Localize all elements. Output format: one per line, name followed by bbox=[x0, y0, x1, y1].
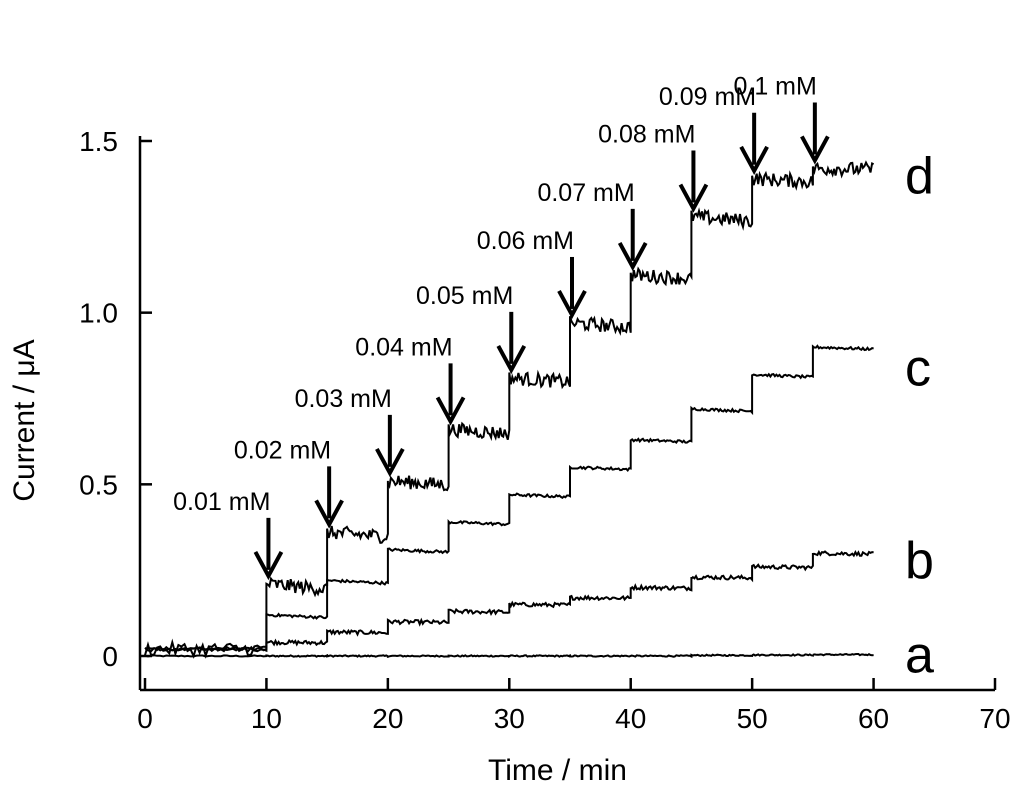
annotation-label: 0.03 mM bbox=[295, 385, 392, 413]
annotation-label: 0.07 mM bbox=[537, 179, 634, 207]
series-label-d: d bbox=[905, 147, 934, 205]
y-axis-title: Current / μA bbox=[8, 339, 41, 501]
series-label-c: c bbox=[905, 340, 931, 398]
annotation-arrow-head bbox=[678, 183, 709, 213]
y-tick-label: 1.5 bbox=[79, 126, 118, 157]
series-label-a: a bbox=[905, 626, 934, 684]
annotation-label: 0.02 mM bbox=[234, 436, 331, 464]
y-tick-label: 0 bbox=[102, 641, 118, 672]
annotation-arrow-head bbox=[435, 396, 466, 426]
annotation-label: 0.05 mM bbox=[416, 282, 513, 310]
annotation-arrow-head bbox=[375, 447, 405, 478]
x-tick-label: 60 bbox=[858, 703, 889, 734]
annotation-arrow-head bbox=[617, 241, 648, 272]
x-axis-title: Time / min bbox=[488, 754, 627, 787]
annotation-arrow-head bbox=[739, 145, 769, 175]
annotation-6: 0.06 mM bbox=[477, 227, 587, 320]
x-tick-label: 10 bbox=[251, 703, 282, 734]
x-tick-label: 50 bbox=[737, 703, 768, 734]
annotation-arrow-head bbox=[314, 499, 344, 529]
annotation-8: 0.08 mM bbox=[598, 121, 709, 213]
annotation-label: 0.06 mM bbox=[477, 227, 574, 255]
annotation-7: 0.07 mM bbox=[537, 179, 648, 272]
x-tick-label: 70 bbox=[979, 703, 1010, 734]
annotation-arrow-head bbox=[496, 344, 527, 375]
annotation-5: 0.05 mM bbox=[416, 282, 527, 375]
annotation-label: 0.04 mM bbox=[355, 333, 452, 361]
series-line-d bbox=[144, 160, 875, 659]
annotation-3: 0.03 mM bbox=[295, 385, 405, 478]
series-layer bbox=[144, 160, 875, 659]
y-tick-label: 1.0 bbox=[79, 298, 118, 329]
annotation-label: 0.1 mM bbox=[733, 72, 816, 100]
series-label-b: b bbox=[905, 532, 934, 590]
annotation-2: 0.02 mM bbox=[234, 436, 344, 529]
annotation-arrow-head bbox=[800, 135, 830, 165]
x-tick-label: 20 bbox=[372, 703, 403, 734]
annotation-arrow-head bbox=[557, 290, 587, 320]
label-layer: ab c d bbox=[905, 147, 934, 684]
annotation-layer: 0.01 mM 0.02 mM 0.03 mM 0.04 mM 0.05 mM 0.06 … bbox=[173, 72, 830, 581]
x-tick-label: 40 bbox=[615, 703, 646, 734]
series-line-a bbox=[144, 652, 874, 659]
annotation-4: 0.04 mM bbox=[355, 333, 466, 426]
annotation-10: 0.1 mM bbox=[733, 72, 830, 165]
annotation-9: 0.09 mM bbox=[659, 83, 769, 175]
annotation-label: 0.08 mM bbox=[598, 121, 695, 149]
series-line-b bbox=[144, 549, 874, 653]
annotation-label: 0.09 mM bbox=[659, 83, 756, 111]
x-tick-label: 30 bbox=[494, 703, 525, 734]
annotation-label: 0.01 mM bbox=[173, 488, 270, 516]
annotation-arrow-head bbox=[253, 550, 284, 581]
series-line-c bbox=[144, 344, 874, 652]
y-tick-label: 0.5 bbox=[79, 469, 118, 500]
annotation-1: 0.01 mM bbox=[173, 488, 284, 581]
x-tick-label: 0 bbox=[137, 703, 153, 734]
axes: 0 10 20 30 40 50 60 70 0 0.5 1.0 1.5 Time / min Curre… bbox=[8, 126, 1011, 787]
